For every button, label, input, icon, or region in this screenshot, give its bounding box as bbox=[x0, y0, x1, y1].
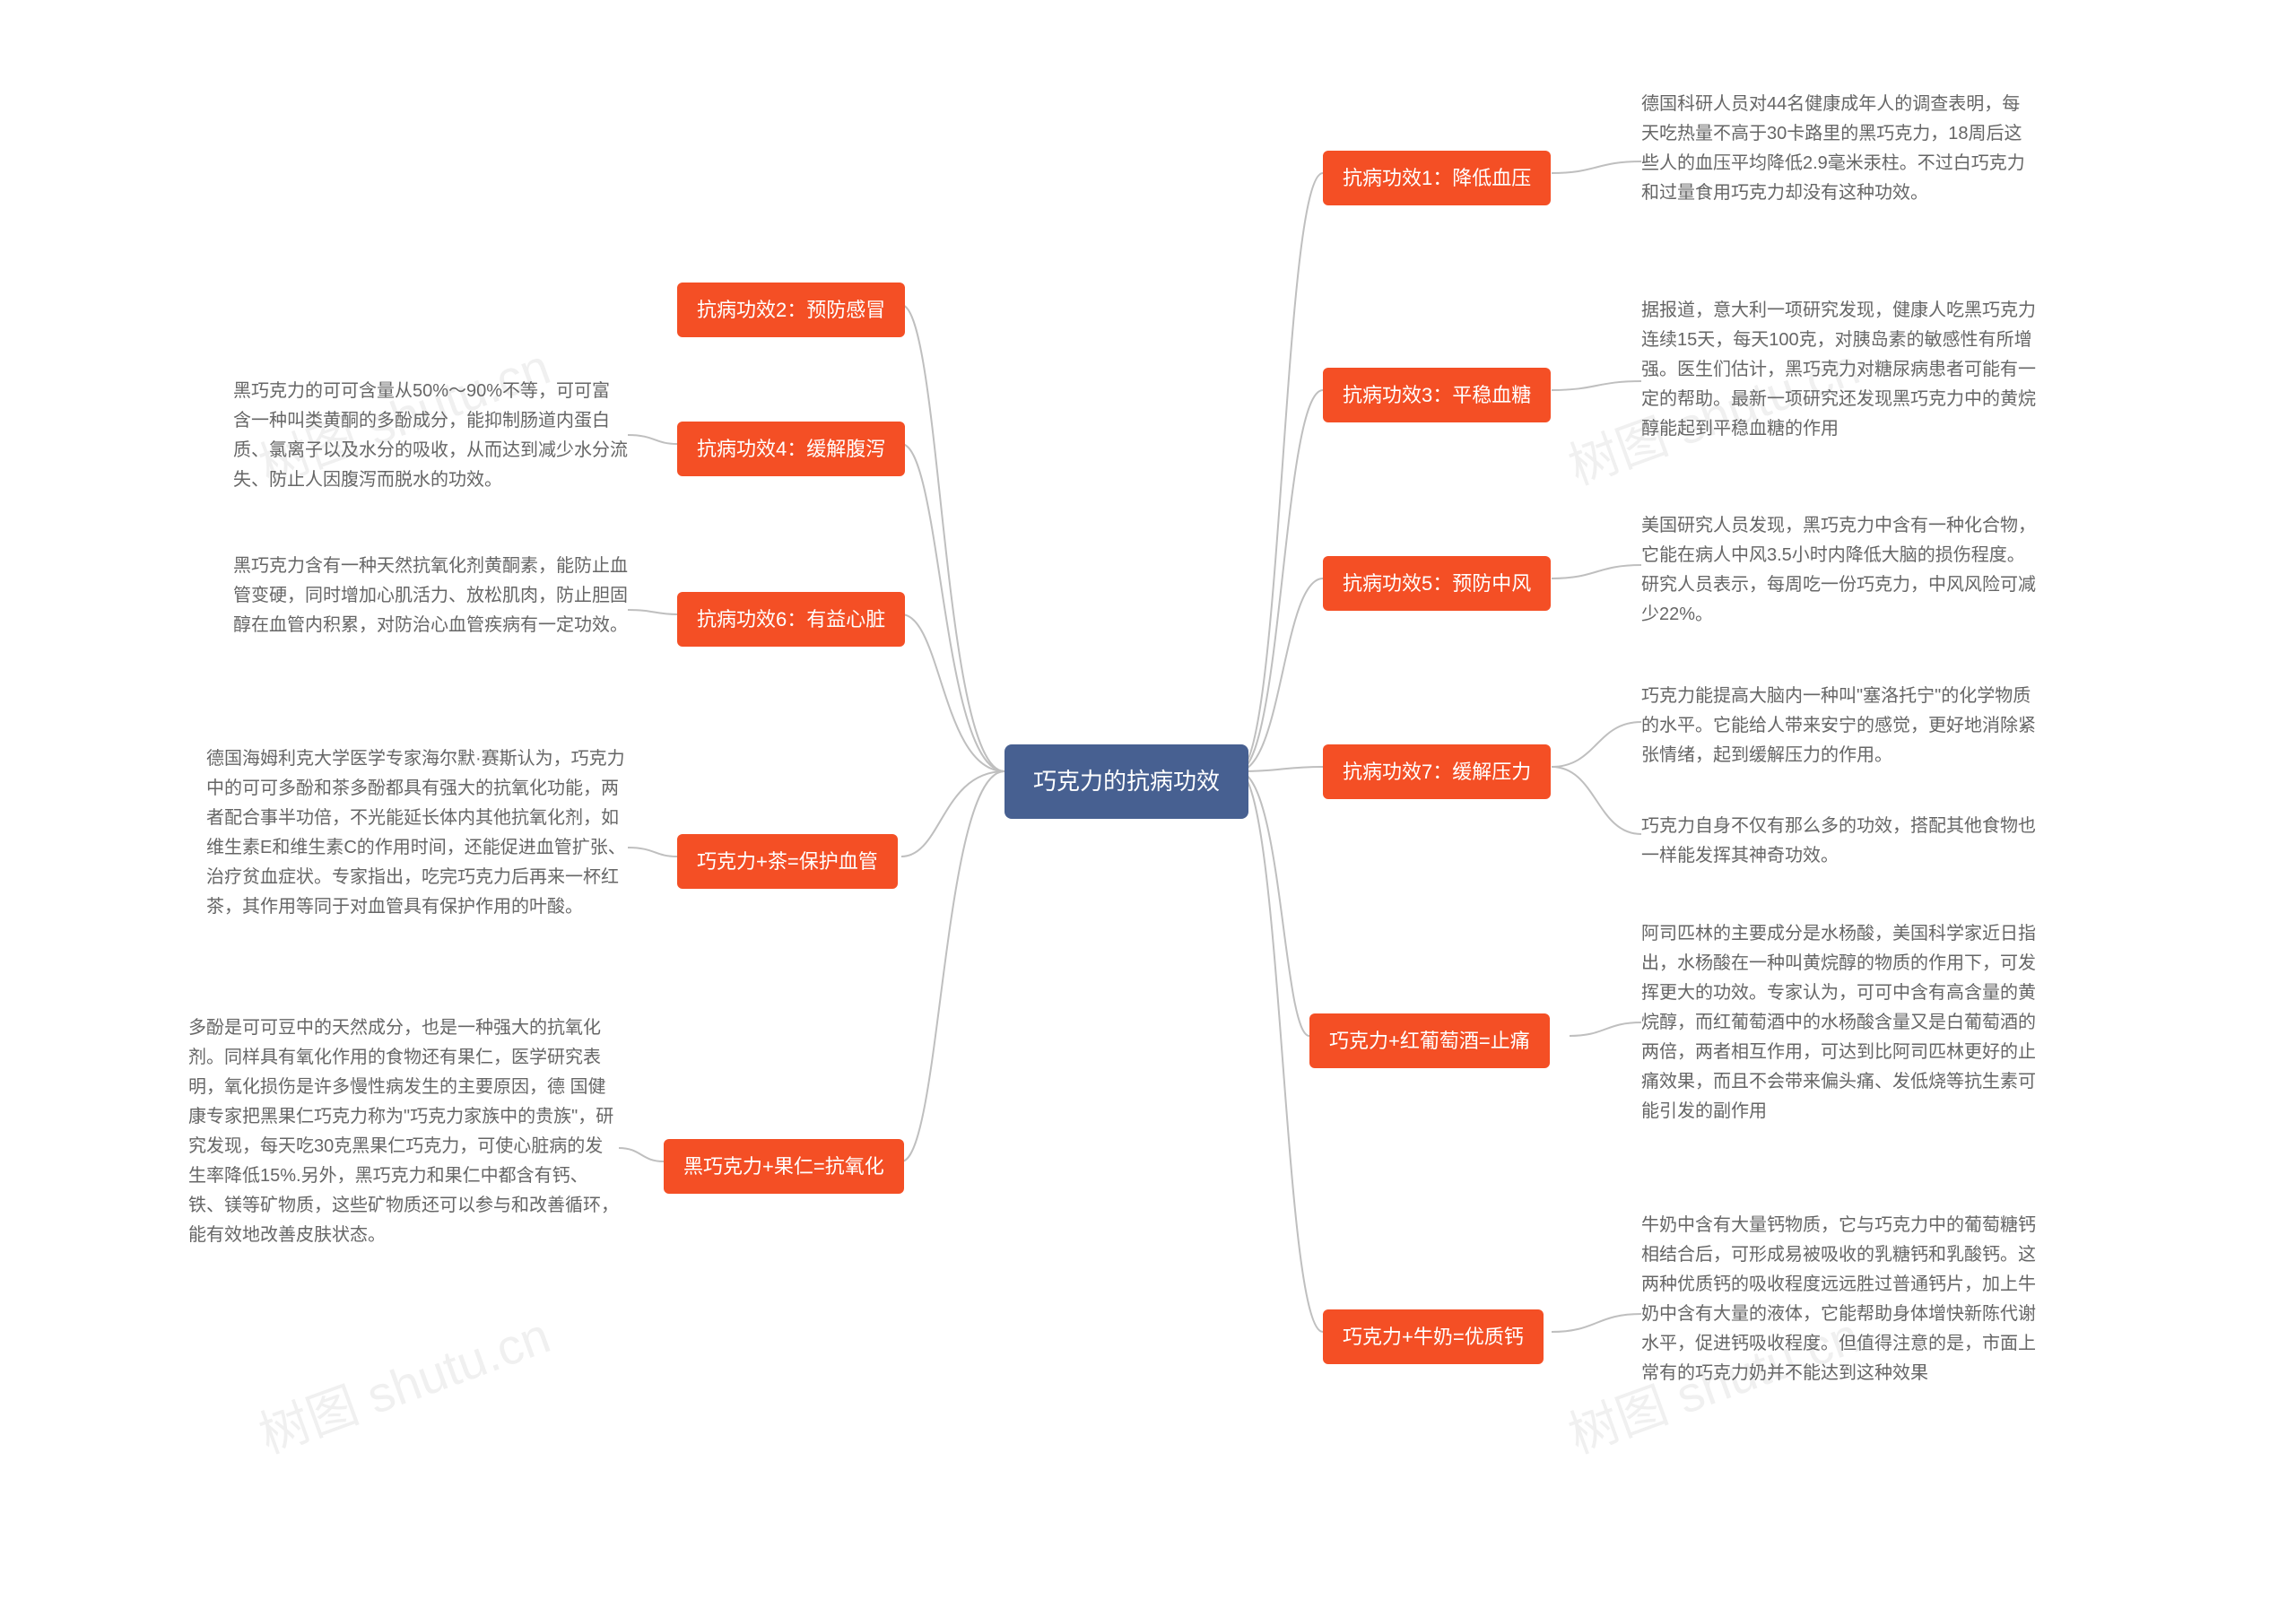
desc-left-2: 黑巧克力含有一种天然抗氧化剂黄酮素，能防止血管变硬，同时增加心肌活力、放松肌肉，… bbox=[233, 552, 628, 640]
desc-right-3-b: 巧克力自身不仅有那么多的功效，搭配其他食物也一样能发挥其神奇功效。 bbox=[1641, 812, 2036, 871]
desc-right-4: 阿司匹林的主要成分是水杨酸，美国科学家近日指出，水杨酸在一种叫黄烷醇的物质的作用… bbox=[1641, 919, 2036, 1126]
branch-left-4[interactable]: 黑巧克力+果仁=抗氧化 bbox=[664, 1139, 904, 1194]
desc-right-0: 德国科研人员对44名健康成年人的调查表明，每天吃热量不高于30卡路里的黑巧克力，… bbox=[1641, 90, 2036, 208]
desc-left-1: 黑巧克力的可可含量从50%～90%不等，可可富含一种叫类黄酮的多酚成分，能抑制肠… bbox=[233, 377, 628, 495]
branch-left-1[interactable]: 抗病功效4：缓解腹泻 bbox=[677, 422, 905, 476]
branch-right-0[interactable]: 抗病功效1：降低血压 bbox=[1323, 151, 1551, 205]
branch-left-0[interactable]: 抗病功效2：预防感冒 bbox=[677, 283, 905, 337]
branch-right-3[interactable]: 抗病功效7：缓解压力 bbox=[1323, 744, 1551, 799]
branch-right-2[interactable]: 抗病功效5：预防中风 bbox=[1323, 556, 1551, 611]
desc-right-2: 美国研究人员发现，黑巧克力中含有一种化合物，它能在病人中风3.5小时内降低大脑的… bbox=[1641, 511, 2036, 630]
desc-left-3: 德国海姆利克大学医学专家海尔默·赛斯认为，巧克力中的可可多酚和茶多酚都具有强大的… bbox=[206, 744, 628, 922]
desc-right-3-a: 巧克力能提高大脑内一种叫"塞洛托宁"的化学物质的水平。它能给人带来安宁的感觉，更… bbox=[1641, 682, 2036, 770]
branch-left-2[interactable]: 抗病功效6：有益心脏 bbox=[677, 592, 905, 647]
desc-right-5: 牛奶中含有大量钙物质，它与巧克力中的葡萄糖钙相结合后，可形成易被吸收的乳糖钙和乳… bbox=[1641, 1211, 2036, 1388]
root-node[interactable]: 巧克力的抗病功效 bbox=[1004, 744, 1248, 819]
branch-right-1[interactable]: 抗病功效3：平稳血糖 bbox=[1323, 368, 1551, 422]
branch-right-5[interactable]: 巧克力+牛奶=优质钙 bbox=[1323, 1309, 1544, 1364]
watermark: 树图 shutu.cn bbox=[248, 1295, 559, 1467]
desc-left-4: 多酚是可可豆中的天然成分，也是一种强大的抗氧化剂。同样具有氧化作用的食物还有果仁… bbox=[188, 1013, 619, 1250]
desc-right-1: 据报道，意大利一项研究发现，健康人吃黑巧克力连续15天，每天100克，对胰岛素的… bbox=[1641, 296, 2036, 444]
branch-left-3[interactable]: 巧克力+茶=保护血管 bbox=[677, 834, 898, 889]
branch-right-4[interactable]: 巧克力+红葡萄酒=止痛 bbox=[1309, 1013, 1550, 1068]
